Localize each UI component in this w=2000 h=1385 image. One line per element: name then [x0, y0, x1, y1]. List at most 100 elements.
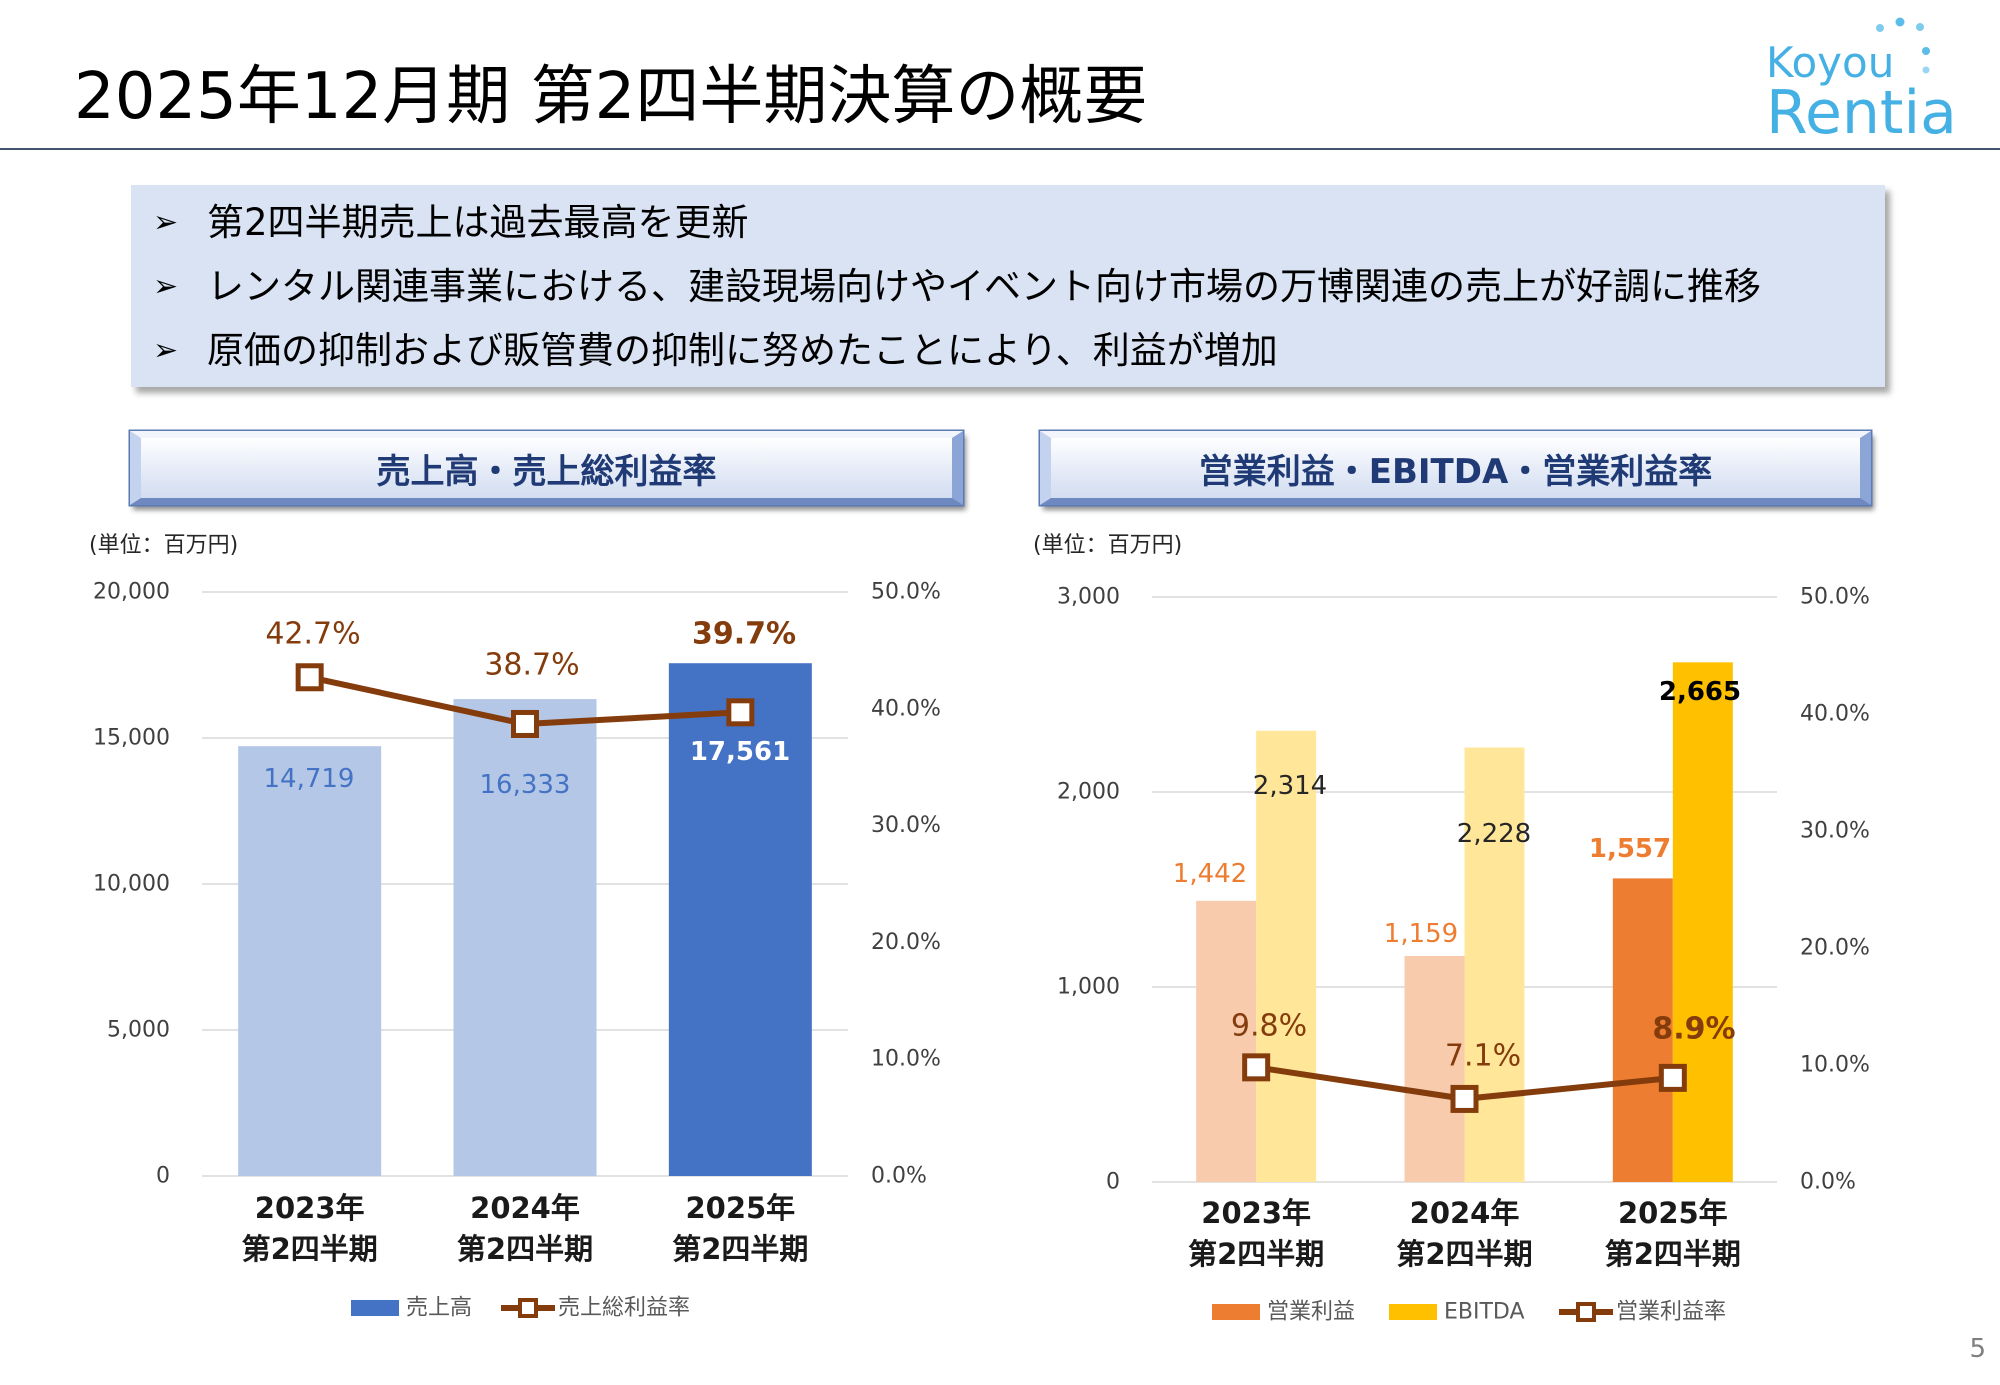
sales-left-axis-tick-label: 20,000: [93, 580, 170, 605]
ebitda-data-label-1: 2,314: [1253, 771, 1327, 801]
highlight-text: 原価の抑制および販管費の抑制に努めたことにより、利益が増加: [207, 329, 1278, 372]
gross-margin-legend-marker: [518, 1298, 538, 1318]
sales-section-header: 売上高・売上総利益率: [130, 431, 963, 505]
profit-right-axis-tick-label: 40.0%: [1800, 702, 1870, 727]
operating-margin-marker-3: [1658, 1063, 1687, 1092]
gross-margin-data-label-1: 42.7%: [265, 617, 360, 652]
ebitda-data-label-3: 2,665: [1659, 677, 1741, 707]
profit-left-axis-tick-label: 1,000: [1057, 975, 1120, 1000]
logo-dot: [1922, 66, 1930, 74]
highlights-box: ➢ 第2四半期売上は過去最高を更新 ➢ レンタル関連事業における、建設現場向けや…: [131, 185, 1885, 387]
sales-left-axis-tick-label: 10,000: [93, 872, 170, 897]
operating-margin-data-label-3: 8.9%: [1652, 1012, 1735, 1047]
ebitda-data-label-2: 2,228: [1457, 819, 1531, 849]
sales-left-axis-tick-label: 15,000: [93, 726, 170, 751]
highlight-text: レンタル関連事業における、建設現場向けやイベント向け市場の万博関連の売上が好調に…: [207, 265, 1761, 308]
sales-category-label: 第2四半期: [672, 1232, 808, 1266]
sales-right-axis-tick-label: 40.0%: [871, 696, 941, 721]
ebitda-legend-swatch: [1389, 1304, 1437, 1320]
gross-margin-data-label-3: 39.7%: [692, 617, 796, 652]
sales-right-axis-tick-label: 0.0%: [871, 1164, 927, 1189]
sales-category-label: 2025年: [685, 1191, 795, 1225]
profit-left-axis-tick-label: 3,000: [1057, 585, 1120, 610]
profit-right-axis-tick-label: 0.0%: [1800, 1170, 1856, 1195]
logo-dot: [1895, 17, 1905, 27]
sales-right-axis-tick-label: 50.0%: [871, 580, 941, 605]
operating-income-bar-2: [1404, 955, 1465, 1182]
operating-income-bar-1: [1196, 900, 1257, 1182]
sales-category-label: 第2四半期: [242, 1232, 378, 1266]
sales-right-axis-tick-label: 10.0%: [871, 1047, 941, 1072]
logo-dot: [1922, 47, 1930, 55]
highlights-list: ➢ 第2四半期売上は過去最高を更新 ➢ レンタル関連事業における、建設現場向けや…: [131, 185, 1885, 383]
profit-category-label: 2023年: [1201, 1196, 1311, 1230]
profit-category-label: 第2四半期: [1396, 1237, 1532, 1271]
section-title: 営業利益・EBITDA・営業利益率: [1198, 451, 1713, 492]
sales-category-label: 第2四半期: [457, 1232, 593, 1266]
sales-category-label: 2023年: [255, 1191, 365, 1225]
ebitda-legend-label: EBITDA: [1444, 1300, 1525, 1325]
gross-margin-marker-2: [511, 709, 539, 738]
title-divider: [0, 148, 2000, 150]
page-number: 5: [1969, 1334, 1986, 1364]
profit-chart: 0 1,000 2,000 3,000 0.0% 10.0% 20.0% 30.0% 40.0%…: [1057, 585, 1870, 1325]
ebitda-bar-1: [1256, 730, 1317, 1182]
profit-category-label: 第2四半期: [1188, 1237, 1324, 1271]
revenue-data-label-2: 16,333: [480, 770, 571, 800]
operating-margin-marker-2: [1450, 1084, 1479, 1113]
revenue-bar-2: [453, 699, 597, 1176]
bullet-arrow-icon: ➢: [153, 333, 179, 368]
logo-dot: [1876, 24, 1884, 32]
profit-right-axis-tick-label: 10.0%: [1800, 1053, 1870, 1078]
unit-note: (単位：百万円): [89, 533, 239, 558]
profit-left-axis-tick-label: 2,000: [1057, 780, 1120, 805]
logo-text-top: Koyou: [1766, 38, 1894, 87]
sales-right-axis-tick-label: 20.0%: [871, 930, 941, 955]
gross-margin-marker-1: [295, 663, 324, 692]
logo-dots: [1876, 17, 1930, 74]
page-title: 2025年12月期 第2四半期決算の概要: [74, 60, 1148, 134]
profit-category-label: 2024年: [1410, 1196, 1520, 1230]
ebitda-bar-3: [1672, 662, 1733, 1182]
gross-margin-legend-label: 売上総利益率: [558, 1296, 690, 1321]
profit-right-axis-tick-label: 50.0%: [1800, 585, 1870, 610]
sales-right-axis-tick-label: 30.0%: [871, 813, 941, 838]
operating-income-data-label-1: 1,442: [1173, 859, 1247, 889]
operating-income-legend-swatch: [1212, 1304, 1260, 1320]
revenue-bar-1: [238, 746, 382, 1176]
revenue-legend-label: 売上高: [406, 1296, 472, 1321]
operating-margin-marker-1: [1242, 1053, 1271, 1082]
operating-income-legend-label: 営業利益: [1267, 1300, 1355, 1325]
sales-left-axis-tick-label: 5,000: [107, 1018, 170, 1043]
highlight-item: ➢ レンタル関連事業における、建設現場向けやイベント向け市場の万博関連の売上が好…: [131, 255, 1885, 319]
operating-income-bar-3: [1612, 878, 1673, 1182]
profit-category-label: 2025年: [1618, 1196, 1728, 1230]
logo-dot: [1916, 23, 1924, 31]
profit-section-header: 営業利益・EBITDA・営業利益率: [1040, 431, 1871, 505]
unit-note: (単位：百万円): [1033, 533, 1183, 558]
revenue-data-label-3: 17,561: [690, 737, 790, 767]
company-logo: Koyou Rentia: [1766, 17, 1957, 144]
highlight-item: ➢ 第2四半期売上は過去最高を更新: [131, 191, 1885, 255]
operating-margin-legend-marker: [1576, 1302, 1596, 1322]
sales-left-axis-tick-label: 0: [156, 1164, 170, 1189]
operating-margin-legend-label: 営業利益率: [1616, 1300, 1726, 1325]
profit-right-axis-tick-label: 30.0%: [1800, 819, 1870, 844]
gross-margin-data-label-2: 38.7%: [484, 648, 579, 683]
operating-margin-data-label-1: 9.8%: [1231, 1009, 1307, 1044]
gross-margin-marker-3: [726, 698, 755, 727]
operating-margin-data-label-2: 7.1%: [1445, 1039, 1521, 1074]
operating-income-data-label-2: 1,159: [1384, 919, 1458, 949]
revenue-legend-swatch: [351, 1300, 399, 1316]
bullet-arrow-icon: ➢: [153, 269, 179, 304]
section-title: 売上高・売上総利益率: [376, 451, 717, 492]
profit-left-axis-tick-label: 0: [1106, 1170, 1120, 1195]
operating-income-data-label-3: 1,557: [1589, 834, 1671, 864]
profit-right-axis-tick-label: 20.0%: [1800, 936, 1870, 961]
profit-category-label: 第2四半期: [1605, 1237, 1741, 1271]
revenue-bar-3: [668, 663, 812, 1176]
highlight-text: 第2四半期売上は過去最高を更新: [207, 201, 749, 244]
highlight-item: ➢ 原価の抑制および販管費の抑制に努めたことにより、利益が増加: [131, 319, 1885, 383]
